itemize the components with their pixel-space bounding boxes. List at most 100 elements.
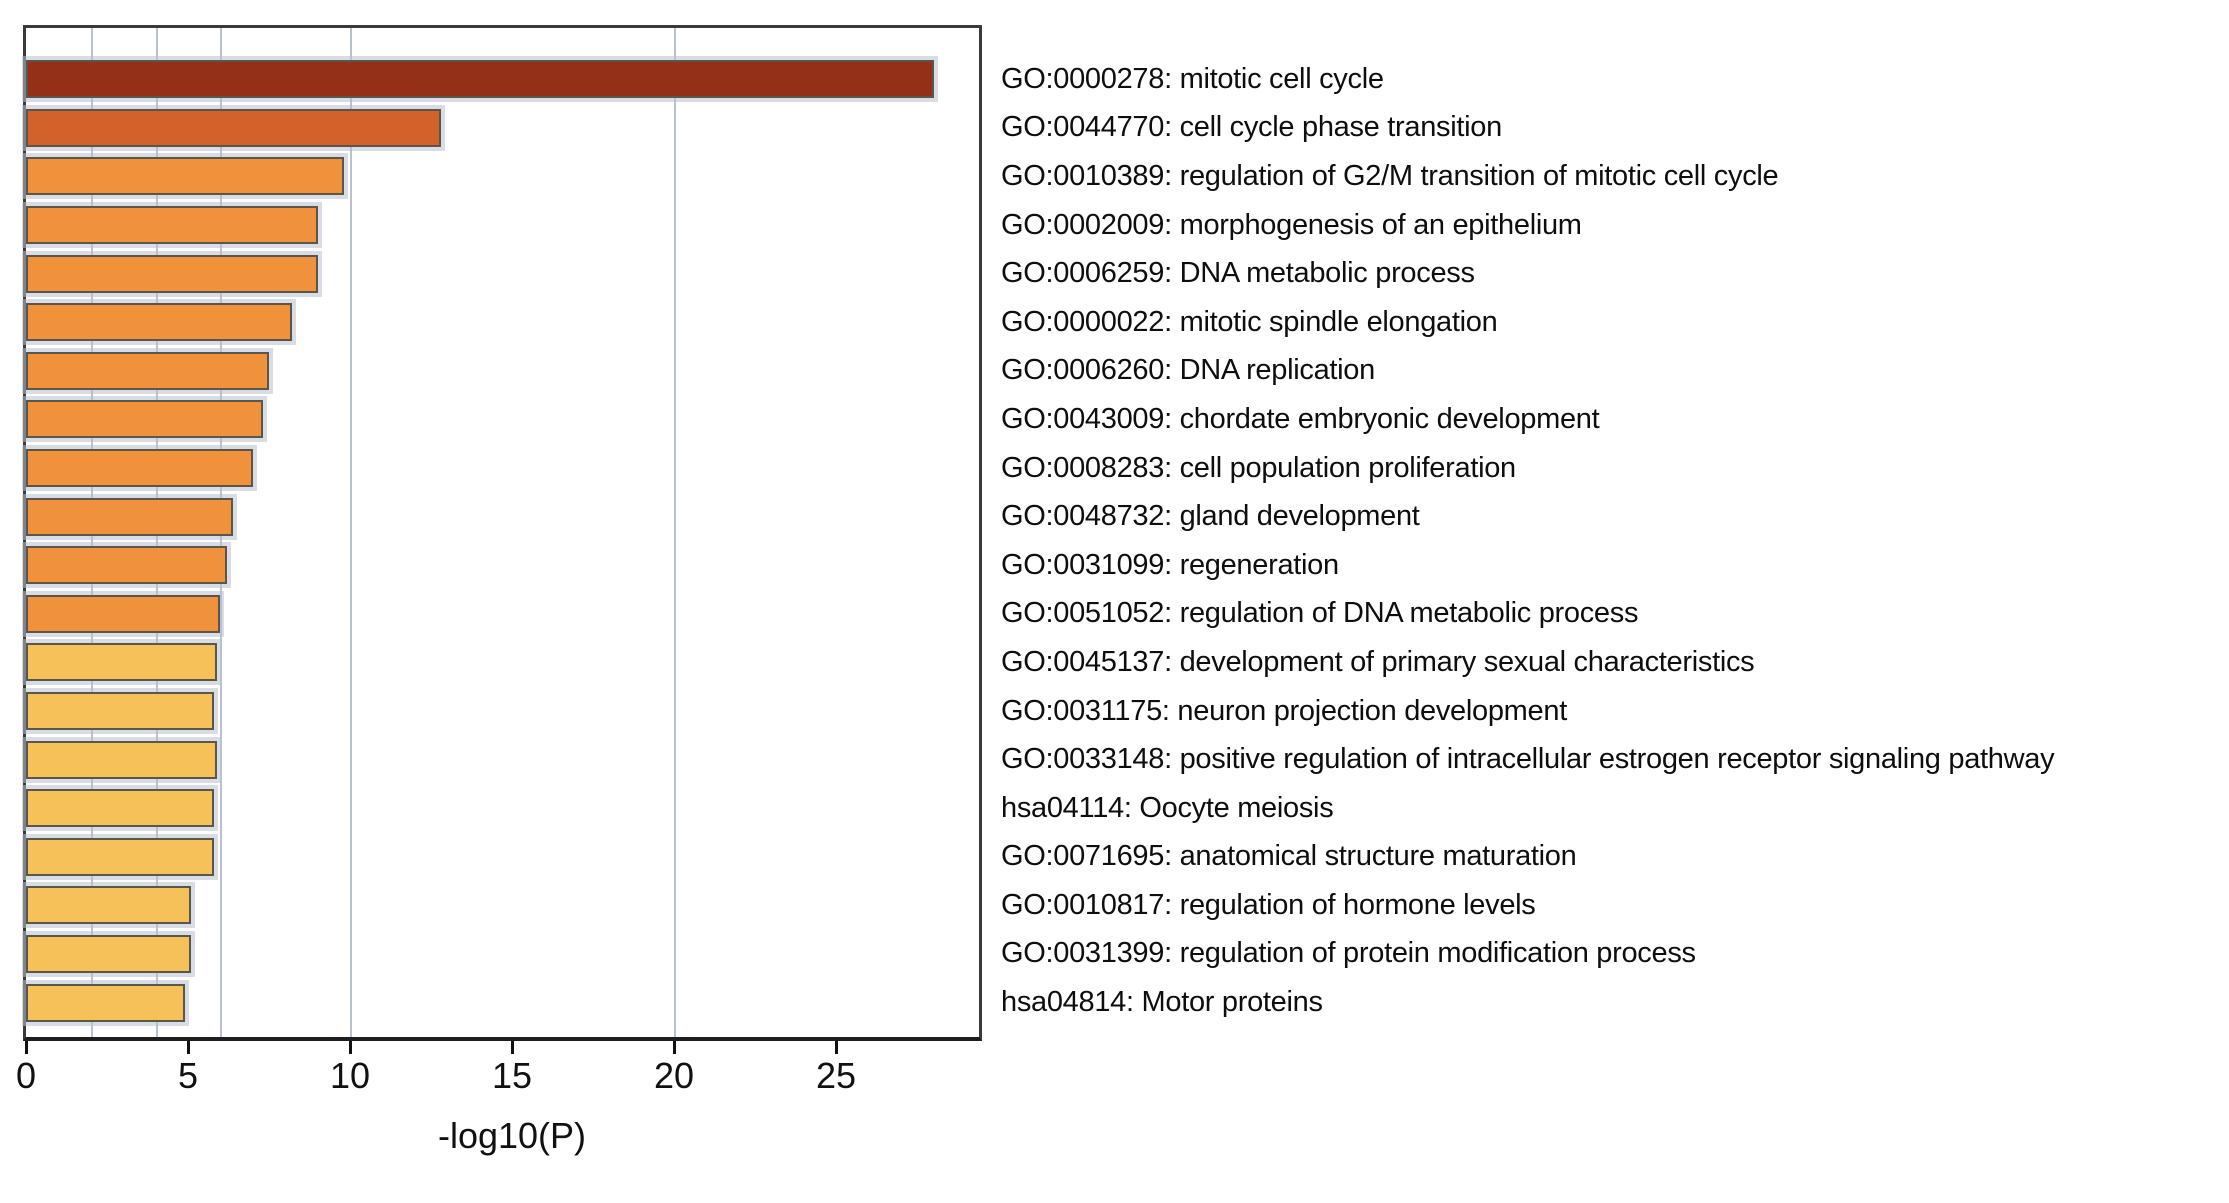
category-label: GO:0043009: chordate embryonic developme… xyxy=(1001,402,1600,435)
bar-row xyxy=(26,638,979,687)
label-row: hsa04114: Oocyte meiosis xyxy=(1001,784,2225,833)
gridline-x-20 xyxy=(674,28,677,1037)
label-row: GO:0048732: gland development xyxy=(1001,492,2225,541)
label-row: GO:0051052: regulation of DNA metabolic … xyxy=(1001,590,2225,639)
bar-row xyxy=(26,881,979,930)
bar-row xyxy=(26,492,979,541)
category-label-column: GO:0000278: mitotic cell cycle GO:0044770… xyxy=(1001,28,2225,1037)
bar-17 xyxy=(26,837,214,876)
bar-12 xyxy=(26,594,221,633)
x-tick-label-25: 25 xyxy=(815,1055,857,1096)
bar-row xyxy=(26,395,979,444)
category-label: GO:0031175: neuron projection developmen… xyxy=(1001,694,1567,727)
category-label: GO:0010817: regulation of hormone levels xyxy=(1001,888,1536,921)
label-row: GO:0010817: regulation of hormone levels xyxy=(1001,881,2225,930)
bar-4 xyxy=(26,206,318,245)
category-label: GO:0031399: regulation of protein modifi… xyxy=(1001,937,1696,970)
label-row: GO:0000278: mitotic cell cycle xyxy=(1001,55,2225,104)
bar-row xyxy=(26,590,979,639)
label-row: GO:0008283: cell population proliferatio… xyxy=(1001,444,2225,493)
bar-19 xyxy=(26,934,192,973)
category-label: GO:0048732: gland development xyxy=(1001,500,1420,533)
bar-13 xyxy=(26,643,218,682)
label-row: GO:0010389: regulation of G2/M transitio… xyxy=(1001,152,2225,201)
bar-6 xyxy=(26,303,292,342)
category-label: GO:0071695: anatomical structure maturat… xyxy=(1001,840,1577,873)
label-row: GO:0043009: chordate embryonic developme… xyxy=(1001,395,2225,444)
category-label: GO:0031099: regeneration xyxy=(1001,548,1339,581)
category-label: GO:0000022: mitotic spindle elongation xyxy=(1001,305,1498,338)
label-row: GO:0031099: regeneration xyxy=(1001,541,2225,590)
bar-row xyxy=(26,444,979,493)
bar-7 xyxy=(26,351,270,390)
bar-row xyxy=(26,104,979,153)
bar-row xyxy=(26,201,979,250)
bar-row xyxy=(26,541,979,590)
bar-row xyxy=(26,930,979,979)
category-label: GO:0006260: DNA replication xyxy=(1001,354,1375,387)
bar-3 xyxy=(26,157,344,196)
category-label: GO:0006259: DNA metabolic process xyxy=(1001,257,1475,290)
label-row: GO:0031175: neuron projection developmen… xyxy=(1001,687,2225,736)
category-label: hsa04114: Oocyte meiosis xyxy=(1001,791,1334,824)
category-label: GO:0008283: cell population proliferatio… xyxy=(1001,451,1516,484)
category-label: GO:0000278: mitotic cell cycle xyxy=(1001,62,1384,95)
label-row: GO:0006260: DNA replication xyxy=(1001,347,2225,396)
x-tick-label-20: 20 xyxy=(653,1055,695,1096)
label-row: GO:0031399: regulation of protein modifi… xyxy=(1001,930,2225,979)
x-tick-mark-5 xyxy=(186,1041,190,1054)
category-label: GO:0051052: regulation of DNA metabolic … xyxy=(1001,597,1639,630)
x-tick-label-10: 10 xyxy=(329,1055,371,1096)
category-label: GO:0044770: cell cycle phase transition xyxy=(1001,111,1502,144)
x-axis-title: -log10(P) xyxy=(437,1115,587,1156)
bar-row xyxy=(26,687,979,736)
category-label: hsa04814: Motor proteins xyxy=(1001,986,1323,1019)
bar-row xyxy=(26,735,979,784)
category-label: GO:0010389: regulation of G2/M transitio… xyxy=(1001,159,1779,192)
bar-8 xyxy=(26,400,263,439)
x-tick-label-0: 0 xyxy=(15,1055,37,1096)
bar-row xyxy=(26,298,979,347)
category-label: GO:0002009: morphogenesis of an epitheli… xyxy=(1001,208,1582,241)
x-tick-label-5: 5 xyxy=(177,1055,199,1096)
label-row: GO:0006259: DNA metabolic process xyxy=(1001,249,2225,298)
label-row: GO:0000022: mitotic spindle elongation xyxy=(1001,298,2225,347)
bar-row xyxy=(26,152,979,201)
bar-10 xyxy=(26,497,234,536)
bar-row xyxy=(26,978,979,1027)
x-tick-mark-10 xyxy=(348,1041,352,1054)
bar-15 xyxy=(26,740,218,779)
x-tick-mark-25 xyxy=(834,1041,838,1054)
gridline-x-10 xyxy=(350,28,353,1037)
bars-layer xyxy=(26,28,979,1037)
label-row: GO:0045137: development of primary sexua… xyxy=(1001,638,2225,687)
bar-row xyxy=(26,833,979,882)
x-axis: 0 5 10 15 20 25 xyxy=(0,1041,1100,1161)
bar-row xyxy=(26,784,979,833)
bar-11 xyxy=(26,546,227,585)
bar-18 xyxy=(26,886,192,925)
bar-row xyxy=(26,249,979,298)
plot-area xyxy=(23,25,982,1041)
label-row: GO:0071695: anatomical structure maturat… xyxy=(1001,833,2225,882)
x-tick-mark-15 xyxy=(510,1041,514,1054)
bar-16 xyxy=(26,789,214,828)
bar-row xyxy=(26,55,979,104)
bar-row xyxy=(26,347,979,396)
bar-9 xyxy=(26,449,253,488)
label-row: GO:0044770: cell cycle phase transition xyxy=(1001,104,2225,153)
bar-5 xyxy=(26,254,318,293)
label-row: GO:0033148: positive regulation of intra… xyxy=(1001,735,2225,784)
bar-2 xyxy=(26,108,441,147)
x-tick-mark-0 xyxy=(24,1041,28,1054)
label-row: hsa04814: Motor proteins xyxy=(1001,978,2225,1027)
x-tick-mark-20 xyxy=(672,1041,676,1054)
bar-1 xyxy=(26,60,934,99)
x-tick-label-15: 15 xyxy=(491,1055,533,1096)
category-label: GO:0045137: development of primary sexua… xyxy=(1001,645,1755,678)
category-label: GO:0033148: positive regulation of intra… xyxy=(1001,743,2055,776)
bar-14 xyxy=(26,692,214,731)
label-row: GO:0002009: morphogenesis of an epitheli… xyxy=(1001,201,2225,250)
bar-20 xyxy=(26,983,185,1022)
